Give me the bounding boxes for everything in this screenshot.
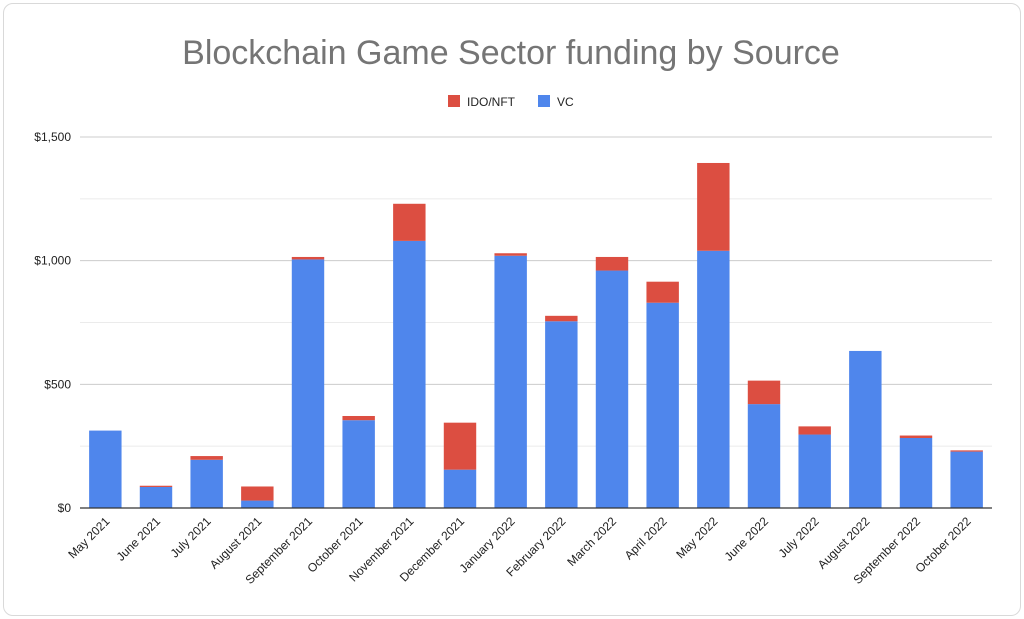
- bar-ido-nft: [190, 456, 223, 460]
- x-tick-label: July 2022: [776, 514, 822, 560]
- bar-ido-nft: [646, 281, 679, 303]
- y-tick-label: $1,000: [34, 254, 71, 268]
- bar-vc: [342, 420, 375, 508]
- legend-label-ido-nft: IDO/NFT: [467, 95, 516, 109]
- bar-ido-nft: [494, 253, 527, 256]
- bar-ido-nft: [393, 203, 426, 241]
- x-tick-label: June 2021: [114, 514, 164, 564]
- y-tick-label: $500: [44, 377, 71, 391]
- bar-vc: [950, 451, 983, 508]
- legend: IDO/NFT VC: [448, 95, 574, 109]
- bar-vc: [190, 459, 223, 508]
- bars: [89, 162, 983, 509]
- y-axis-ticks: $0 $500 $1,000 $1,500: [34, 130, 71, 515]
- bar-vc: [747, 404, 781, 508]
- bar-vc: [595, 270, 629, 508]
- bar-vc: [241, 500, 274, 508]
- bar-vc: [697, 250, 730, 509]
- bar-vc: [139, 486, 173, 508]
- bar-vc: [494, 255, 527, 508]
- gridlines: [80, 136, 992, 447]
- bar-vc: [545, 321, 578, 508]
- legend-label-vc: VC: [557, 95, 574, 109]
- bar-ido-nft: [241, 486, 274, 501]
- bar-ido-nft: [291, 256, 325, 260]
- bar-vc: [899, 438, 933, 508]
- bar-vc: [849, 350, 882, 508]
- bar-ido-nft: [139, 485, 173, 487]
- legend-swatch-vc: [538, 95, 550, 107]
- y-tick-label: $0: [58, 501, 72, 515]
- legend-swatch-ido-nft: [448, 95, 460, 107]
- bar-ido-nft: [798, 426, 831, 435]
- bar-ido-nft: [595, 256, 629, 271]
- x-tick-label: April 2022: [622, 514, 670, 562]
- y-tick-label: $1,500: [34, 130, 71, 144]
- bar-vc: [798, 434, 831, 508]
- chart-title: Blockchain Game Sector funding by Source: [182, 34, 840, 72]
- bar-ido-nft: [747, 380, 781, 405]
- bar-ido-nft: [899, 435, 933, 439]
- bar-ido-nft: [443, 422, 477, 470]
- bar-vc: [443, 469, 477, 508]
- bar-vc: [291, 259, 325, 508]
- x-tick-label: June 2022: [722, 514, 772, 564]
- x-tick-label: May 2022: [673, 514, 720, 561]
- bar-vc: [89, 430, 122, 508]
- x-tick-label: March 2022: [564, 514, 619, 569]
- bar-vc: [393, 240, 426, 508]
- bar-ido-nft: [342, 415, 375, 421]
- x-tick-label: July 2021: [168, 514, 214, 560]
- bar-vc: [646, 302, 679, 508]
- bar-ido-nft: [697, 162, 730, 251]
- x-tick-label: May 2021: [65, 514, 112, 561]
- bar-ido-nft: [545, 315, 578, 322]
- bar-ido-nft: [950, 450, 983, 452]
